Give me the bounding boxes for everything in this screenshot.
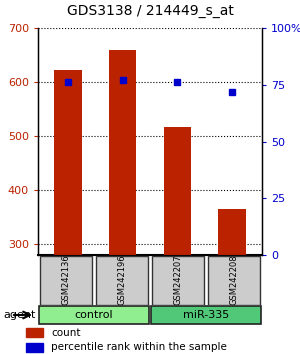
Text: miR-335: miR-335 bbox=[183, 310, 229, 320]
Text: percentile rank within the sample: percentile rank within the sample bbox=[51, 342, 227, 352]
Bar bbox=[208, 256, 260, 304]
Text: GSM242208: GSM242208 bbox=[230, 255, 238, 305]
Text: GSM242136: GSM242136 bbox=[61, 255, 70, 306]
Bar bbox=[109, 50, 136, 354]
Text: count: count bbox=[51, 328, 80, 338]
Bar bbox=[164, 127, 191, 354]
Bar bbox=[151, 306, 261, 324]
Bar bbox=[96, 256, 148, 304]
Bar bbox=[40, 256, 92, 304]
Text: GSM242196: GSM242196 bbox=[118, 255, 127, 305]
Bar bbox=[218, 209, 246, 354]
Text: GSM242207: GSM242207 bbox=[173, 255, 182, 305]
Bar bbox=[39, 306, 149, 324]
Text: GDS3138 / 214449_s_at: GDS3138 / 214449_s_at bbox=[67, 4, 233, 18]
Text: control: control bbox=[75, 310, 113, 320]
Bar bbox=[54, 70, 82, 354]
Bar bbox=[26, 329, 43, 337]
Bar bbox=[26, 343, 43, 352]
Bar bbox=[152, 256, 204, 304]
Text: agent: agent bbox=[3, 310, 35, 320]
